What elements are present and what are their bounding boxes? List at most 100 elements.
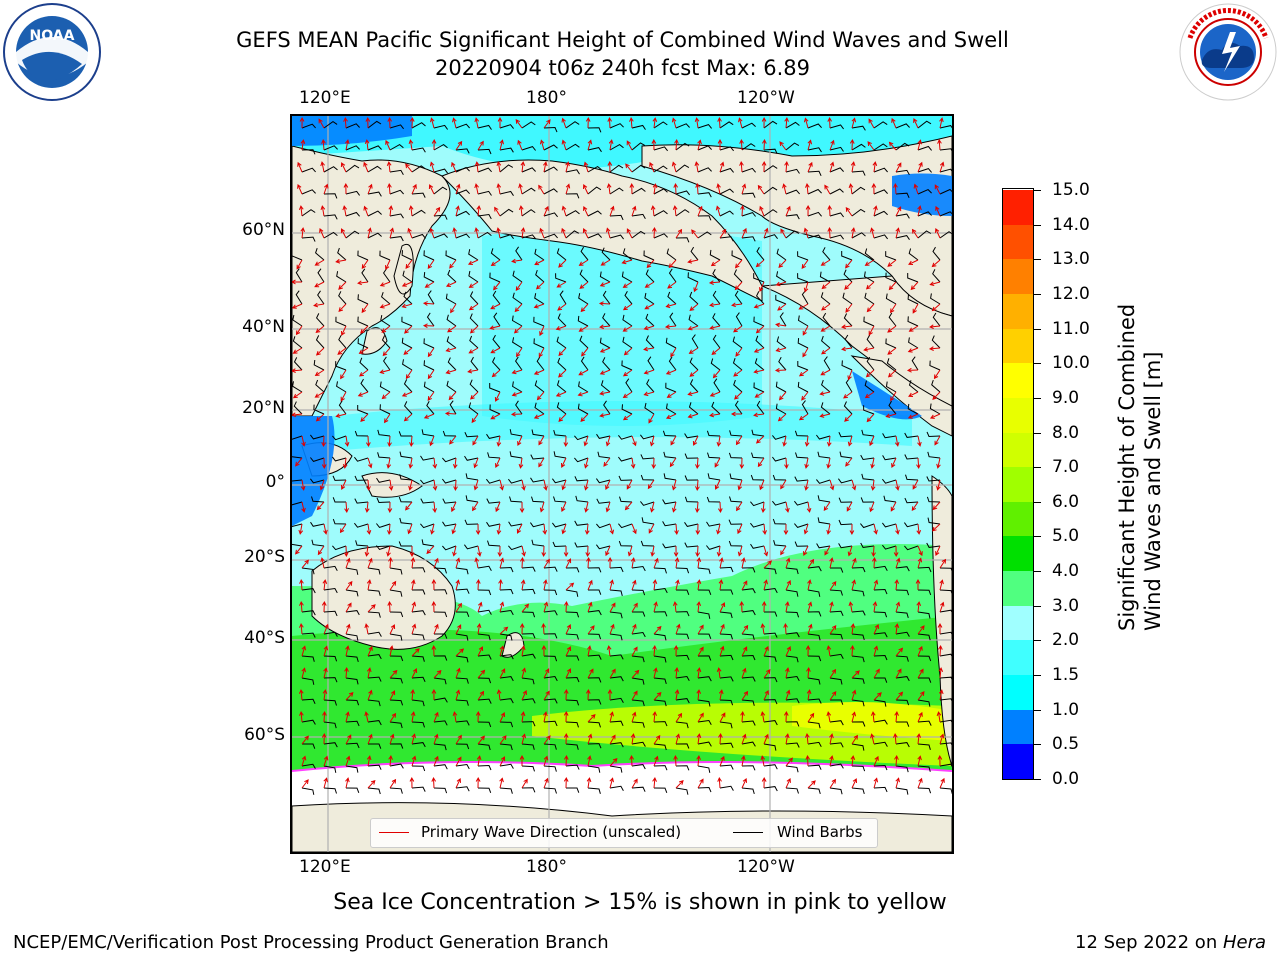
- wave-direction-arrow: [695, 523, 701, 536]
- wind-barb: [499, 566, 514, 573]
- wind-barb: [741, 787, 755, 795]
- kamchatka-land: [393, 243, 414, 295]
- wave-direction-arrow: [474, 557, 480, 569]
- wind-barb: [684, 453, 699, 459]
- wave-direction-arrow: [716, 183, 721, 195]
- wind-barb: [601, 247, 611, 261]
- wave-direction-arrow: [629, 182, 635, 195]
- wind-barb: [829, 633, 843, 640]
- wave-direction-arrow: [536, 391, 545, 401]
- wind-barb: [587, 165, 602, 173]
- wave-direction-arrow: [295, 325, 303, 336]
- wave-direction-arrow: [917, 205, 922, 217]
- wind-barb: [293, 357, 303, 371]
- wind-barb: [653, 165, 668, 173]
- wind-barb: [675, 765, 690, 771]
- wave-direction-arrow: [741, 667, 747, 679]
- wind-barb: [477, 124, 492, 130]
- map-canvas: [292, 116, 952, 852]
- wave-direction-arrow: [539, 139, 545, 151]
- wave-direction-arrow: [388, 754, 393, 767]
- wind-barb: [455, 633, 469, 641]
- wind-barb: [917, 230, 932, 239]
- wave-direction-arrow: [407, 227, 413, 239]
- wind-barb: [741, 567, 756, 573]
- wave-direction-arrow: [541, 644, 547, 657]
- wave-direction-arrow: [433, 206, 441, 217]
- wave-direction-arrow: [323, 183, 329, 195]
- wind-barb: [361, 268, 369, 283]
- wind-barb: [885, 381, 897, 393]
- wind-barb: [455, 611, 470, 617]
- wind-barb: [357, 250, 369, 261]
- wave-direction-arrow: [733, 369, 743, 377]
- wind-barb: [697, 231, 712, 239]
- wind-barb: [851, 125, 866, 131]
- wind-barb: [776, 271, 787, 283]
- wind-barb: [719, 611, 733, 619]
- wind-barb: [621, 404, 633, 415]
- wave-direction-arrow: [895, 691, 904, 701]
- wave-direction-arrow: [513, 325, 523, 334]
- wind-barb: [829, 234, 844, 240]
- wave-direction-arrow: [929, 324, 941, 330]
- wind-barb: [776, 248, 787, 261]
- wave-direction-arrow: [916, 601, 922, 613]
- wave-direction-arrow: [389, 712, 397, 723]
- wind-barb: [587, 765, 601, 773]
- wave-direction-arrow: [542, 523, 548, 535]
- colorbar-tick-mark: [1034, 293, 1041, 295]
- wind-barb: [807, 721, 821, 729]
- wind-barb: [697, 611, 711, 619]
- wind-barb: [932, 312, 941, 327]
- wave-direction-arrow: [674, 666, 679, 679]
- wind-barb: [323, 655, 338, 662]
- wind-barb: [509, 496, 523, 503]
- wind-barb: [323, 587, 338, 594]
- wind-barb: [741, 588, 756, 594]
- wind-barb: [621, 360, 633, 371]
- wind-barb: [315, 248, 325, 261]
- wind-barb: [602, 313, 611, 327]
- wind-barb: [338, 291, 347, 305]
- wave-direction-arrow: [517, 139, 523, 151]
- wind-barb: [477, 677, 492, 684]
- bottom-lon-tick: 120°E: [299, 857, 351, 877]
- wave-direction-arrow: [606, 183, 612, 195]
- wind-barb: [515, 400, 523, 415]
- wind-barb: [939, 211, 952, 217]
- wave-direction-arrow: [753, 347, 765, 353]
- wave-direction-arrow: [317, 545, 325, 556]
- wind-barb: [697, 699, 711, 707]
- wave-direction-arrow: [807, 601, 813, 613]
- wave-direction-arrow: [519, 501, 525, 514]
- wave-direction-arrow: [292, 391, 303, 399]
- wave-direction-arrow: [367, 779, 376, 789]
- wind-barb: [631, 764, 646, 770]
- wave-direction-arrow: [652, 579, 658, 591]
- colorbar-tick-mark: [1034, 432, 1041, 434]
- colorbar-tick-label: 14.0: [1052, 214, 1090, 235]
- wave-direction-arrow: [695, 457, 700, 470]
- wind-barb: [741, 720, 756, 726]
- wave-direction-arrow: [829, 778, 836, 789]
- wind-barb: [301, 655, 315, 662]
- wind-barb: [807, 633, 821, 641]
- wind-barb: [345, 190, 361, 196]
- wind-barb: [861, 473, 875, 481]
- wave-direction-arrow: [300, 227, 306, 239]
- wind-barb: [313, 404, 325, 415]
- wave-direction-arrow: [784, 116, 789, 129]
- wave-direction-arrow: [763, 733, 769, 745]
- wave-direction-arrow: [754, 391, 765, 398]
- wave-direction-arrow: [342, 205, 348, 217]
- wave-direction-arrow: [695, 545, 701, 558]
- wind-barb: [631, 213, 646, 219]
- wind-barb: [574, 476, 589, 482]
- wave-direction-arrow: [697, 624, 704, 635]
- wind-barb: [499, 609, 514, 616]
- wind-barb: [609, 214, 624, 221]
- wind-barb: [675, 589, 690, 595]
- wave-direction-arrow: [912, 479, 919, 490]
- colorbar-tick-mark: [1034, 328, 1041, 330]
